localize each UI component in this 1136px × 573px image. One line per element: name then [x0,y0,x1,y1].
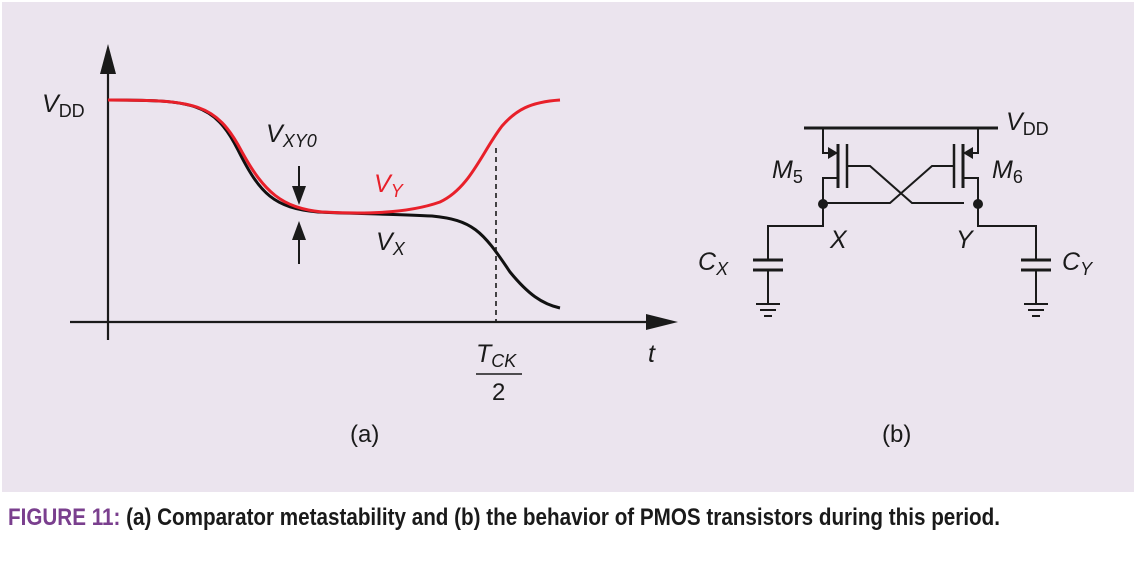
m5-drain-lead [822,177,838,204]
vxy0-top-arrowhead [292,186,306,205]
caption-label: FIGURE 11: [8,504,121,531]
vx-label: VX [376,228,406,259]
node-y-label: Y [956,226,975,254]
cy-label: CY [1062,248,1094,279]
t-axis-label: t [648,340,656,368]
tck-denominator-label: 2 [492,379,505,406]
figure-caption: FIGURE 11: (a) Comparator metastability … [8,502,1117,534]
caption-text: (a) Comparator metastability and (b) the… [120,504,1001,531]
panel-b-label: (b) [882,421,911,448]
panel-b-labels: VDD M5 M6 X Y CX CY (b) [698,108,1094,448]
cx-label: CX [698,248,729,279]
vxy0-bottom-arrowhead [292,221,306,240]
m6-drain-lead [963,177,979,204]
panel-b-circuit [753,126,1051,317]
cy-wire [977,204,1037,260]
panel-a-label: (a) [350,421,379,448]
figure-panel: VDD VXY0 VY VX TCK 2 t (a) [2,2,1134,492]
m5-gate-wire [847,165,964,204]
vdd-axis-label: VDD [42,90,85,121]
m5-source-arrow [828,147,838,159]
m5-label: M5 [772,156,803,187]
m6-source-arrow [963,147,973,159]
vy-curve [107,98,561,215]
cx-wire [767,204,824,260]
vxy0-label: VXY0 [266,120,317,151]
vx-curve [107,98,561,310]
m6-gate-wire [823,165,954,204]
y-axis-arrow [100,44,116,74]
node-x-label: X [829,226,848,254]
x-axis-arrow [646,314,678,330]
m6-label: M6 [992,156,1023,187]
tck-label: TCK [476,340,517,371]
panel-a-timing-plot: VDD VXY0 VY VX TCK 2 t (a) [42,44,678,448]
vy-label: VY [374,170,405,201]
vdd-rail-label: VDD [1006,108,1049,139]
